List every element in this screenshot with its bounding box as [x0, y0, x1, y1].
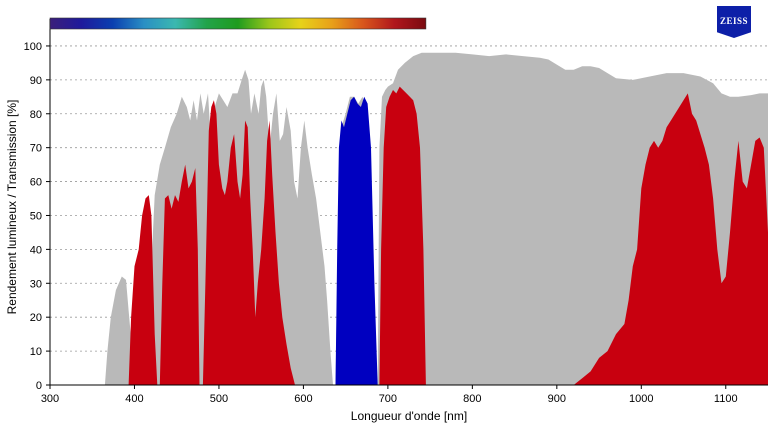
x-tick-label: 1000 — [629, 393, 653, 405]
y-tick-label: 70 — [30, 143, 42, 155]
area-series — [50, 52, 769, 386]
y-tick-label: 80 — [30, 109, 42, 121]
y-tick-label: 20 — [30, 312, 42, 324]
logo-text: ZEISS — [719, 16, 749, 26]
x-axis-label: Longueur d'onde [nm] — [351, 409, 467, 423]
x-tick-label: 600 — [294, 393, 312, 405]
y-tick-label: 100 — [24, 41, 42, 53]
y-tick-label: 50 — [30, 210, 42, 222]
x-tick-label: 300 — [41, 393, 59, 405]
x-ticks: 300 400 500 600 700 800 900 1000 1100 — [41, 385, 738, 405]
series-area-1 — [128, 93, 769, 386]
x-tick-label: 700 — [379, 393, 397, 405]
y-ticks: 0 10 20 30 40 50 60 70 80 90 100 — [24, 41, 50, 392]
x-tick-label: 1100 — [714, 393, 738, 405]
y-tick-label: 0 — [36, 380, 42, 392]
x-tick-label: 500 — [210, 393, 228, 405]
x-tick-label: 800 — [463, 393, 481, 405]
spectrum-colorbar — [49, 17, 427, 30]
y-tick-label: 10 — [30, 346, 42, 358]
x-tick-label: 400 — [125, 393, 143, 405]
series-area-2 — [335, 96, 378, 386]
y-tick-label: 60 — [30, 177, 42, 189]
y-tick-label: 30 — [30, 278, 42, 290]
zeiss-logo: ZEISS — [717, 6, 751, 38]
y-tick-label: 40 — [30, 244, 42, 256]
y-axis-label: Rendement lumineux / Transmission [%] — [5, 100, 19, 315]
series-area-3 — [379, 86, 426, 385]
x-tick-label: 900 — [548, 393, 566, 405]
y-tick-label: 90 — [30, 75, 42, 87]
